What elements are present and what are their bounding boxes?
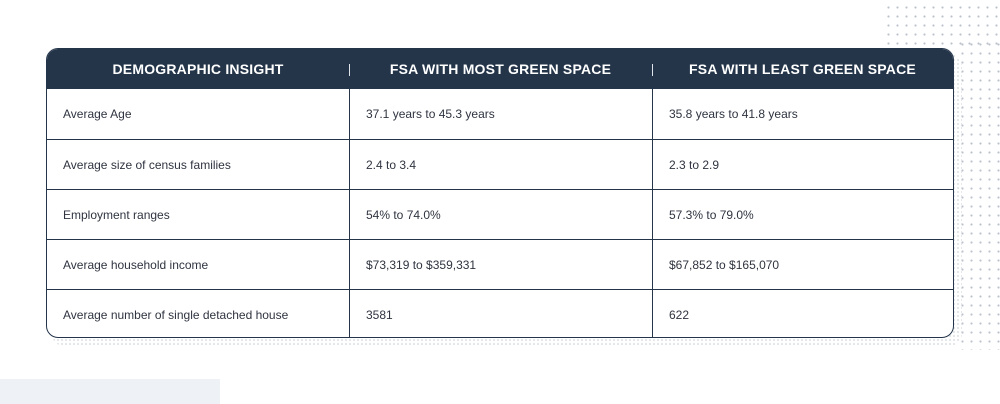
table-row-census-family-size: Average size of census families 2.4 to 3…: [47, 139, 953, 189]
least-green-space-value: $67,852 to $165,070: [652, 240, 953, 289]
table-row-employment-ranges: Employment ranges 54% to 74.0% 57.3% to …: [47, 189, 953, 239]
least-green-space-value: 622: [652, 290, 953, 337]
least-green-space-value: 35.8 years to 41.8 years: [652, 89, 953, 139]
decorative-dot-grid-top: [884, 3, 1000, 45]
row-label: Average number of single detached house: [63, 307, 289, 322]
row-label: Average household income: [63, 257, 209, 272]
most-green-space-value: 3581: [349, 290, 652, 337]
most-green-space-value: 54% to 74.0%: [349, 190, 652, 239]
table-row-household-income: Average household income $73,319 to $359…: [47, 239, 953, 289]
row-label: Average Age: [63, 107, 132, 121]
table-header-row: DEMOGRAPHIC INSIGHT FSA WITH MOST GREEN …: [47, 49, 953, 89]
most-green-space-value: 2.4 to 3.4: [349, 140, 652, 189]
most-green-space-value: 37.1 years to 45.3 years: [349, 89, 652, 139]
header-demographic-insight: DEMOGRAPHIC INSIGHT: [112, 61, 284, 77]
table-row-single-detached-houses: Average number of single detached house …: [47, 289, 953, 337]
table-body: Average Age 37.1 years to 45.3 years 35.…: [47, 89, 953, 337]
row-label: Employment ranges: [63, 207, 170, 222]
least-green-space-value: 57.3% to 79.0%: [652, 190, 953, 239]
decorative-dot-grid-right: [958, 40, 1000, 350]
table-row-average-age: Average Age 37.1 years to 45.3 years 35.…: [47, 89, 953, 139]
row-label: Average size of census families: [63, 157, 231, 172]
header-fsa-least-green-space: FSA WITH LEAST GREEN SPACE: [652, 49, 953, 89]
least-green-space-value: 2.3 to 2.9: [652, 140, 953, 189]
header-fsa-most-green-space: FSA WITH MOST GREEN SPACE: [349, 49, 652, 89]
demographic-comparison-table: DEMOGRAPHIC INSIGHT FSA WITH MOST GREEN …: [46, 48, 954, 338]
decorative-bottom-band: [0, 379, 220, 404]
most-green-space-value: $73,319 to $359,331: [349, 240, 652, 289]
